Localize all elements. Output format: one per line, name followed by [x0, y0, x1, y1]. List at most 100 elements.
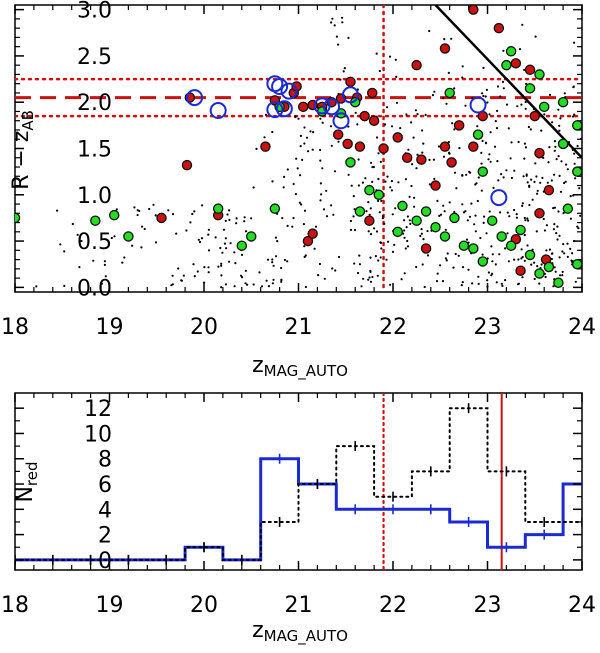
background-dot [319, 117, 322, 120]
top-y-tick-label: 1.5 [77, 138, 112, 163]
bottom-x-tick-label: 21 [285, 593, 313, 618]
background-dot [246, 283, 249, 286]
background-dot [406, 215, 409, 218]
background-dot [485, 88, 488, 91]
background-dot [465, 238, 469, 241]
background-dot [546, 181, 549, 184]
red-point [515, 265, 526, 276]
background-dot [413, 196, 416, 199]
background-dot [488, 113, 491, 116]
background-dot [267, 258, 270, 261]
green-point [572, 258, 582, 270]
background-dot [494, 120, 497, 123]
bottom-x-tick-label: 24 [568, 593, 596, 618]
background-dot [464, 210, 467, 213]
background-dot [505, 103, 509, 106]
background-dot [400, 278, 403, 281]
background-dot [543, 113, 546, 116]
background-dot [433, 177, 436, 180]
green-point [477, 256, 489, 267]
background-dot [92, 259, 95, 262]
green-point [553, 277, 564, 288]
background-dot [143, 227, 146, 231]
background-dot [228, 218, 231, 221]
background-dot [559, 117, 562, 120]
background-dot [554, 145, 557, 148]
background-dot [389, 186, 392, 189]
background-dot [524, 100, 527, 104]
background-dot [474, 214, 477, 217]
background-dot [391, 213, 394, 216]
background-dot [524, 146, 528, 149]
background-dot [276, 240, 279, 243]
background-dot [272, 278, 275, 281]
background-dot [339, 78, 342, 81]
background-dot [561, 270, 564, 273]
top-x-tick-label: 22 [379, 315, 407, 340]
background-dot [403, 219, 406, 222]
background-dot [331, 267, 334, 270]
bottom-ylabel-main: N [13, 486, 38, 502]
background-dot [520, 103, 523, 106]
histogram-step-blue [15, 457, 582, 562]
background-dot [403, 272, 406, 275]
background-dot [485, 232, 488, 235]
bottom-reference-lines [382, 393, 503, 570]
background-dot [557, 155, 560, 158]
background-dot [542, 217, 545, 221]
background-dot [121, 261, 124, 264]
background-dot [477, 282, 480, 285]
background-dot [500, 282, 503, 285]
background-dot [513, 169, 516, 172]
bottom-xlabel-main: z [252, 618, 264, 643]
background-dot [499, 95, 502, 98]
selection-diagonal-line [434, 5, 582, 159]
background-dot [305, 136, 309, 139]
background-dot [444, 228, 447, 231]
background-dot [380, 199, 383, 202]
background-dot [302, 223, 305, 226]
background-dot [271, 130, 274, 134]
background-dot [491, 260, 494, 263]
background-dot [377, 199, 380, 202]
background-dot [461, 203, 464, 206]
background-dot [564, 180, 567, 183]
background-dot [502, 49, 505, 52]
background-dot [534, 35, 537, 38]
background-dot [532, 108, 536, 111]
background-dot [321, 121, 324, 124]
background-dot [221, 251, 224, 254]
background-dot [294, 193, 297, 196]
background-dot [223, 242, 227, 245]
green-point [108, 209, 120, 221]
background-dot [474, 183, 477, 186]
background-dot [352, 195, 355, 198]
background-dot [349, 219, 352, 223]
red-point [430, 180, 441, 191]
background-dot [510, 141, 513, 144]
background-dot [233, 251, 236, 254]
background-dot [553, 173, 556, 176]
background-dot [367, 201, 370, 204]
top-x-tick-label: 21 [285, 315, 313, 340]
background-dot [426, 254, 430, 257]
background-dot [337, 255, 341, 259]
background-dot [515, 216, 519, 219]
background-dot [482, 94, 485, 98]
background-dot [505, 169, 508, 172]
background-dot [365, 210, 368, 213]
background-dot [283, 258, 286, 262]
background-dot [545, 249, 548, 252]
background-dot [386, 106, 389, 109]
background-dot [556, 238, 559, 241]
background-dot [358, 254, 361, 257]
blue-point [341, 86, 359, 104]
background-dot [565, 163, 568, 166]
background-dot [375, 136, 379, 139]
background-dot [406, 239, 409, 243]
green-point [354, 206, 366, 217]
background-dot [569, 247, 572, 250]
blue-point [313, 97, 331, 115]
